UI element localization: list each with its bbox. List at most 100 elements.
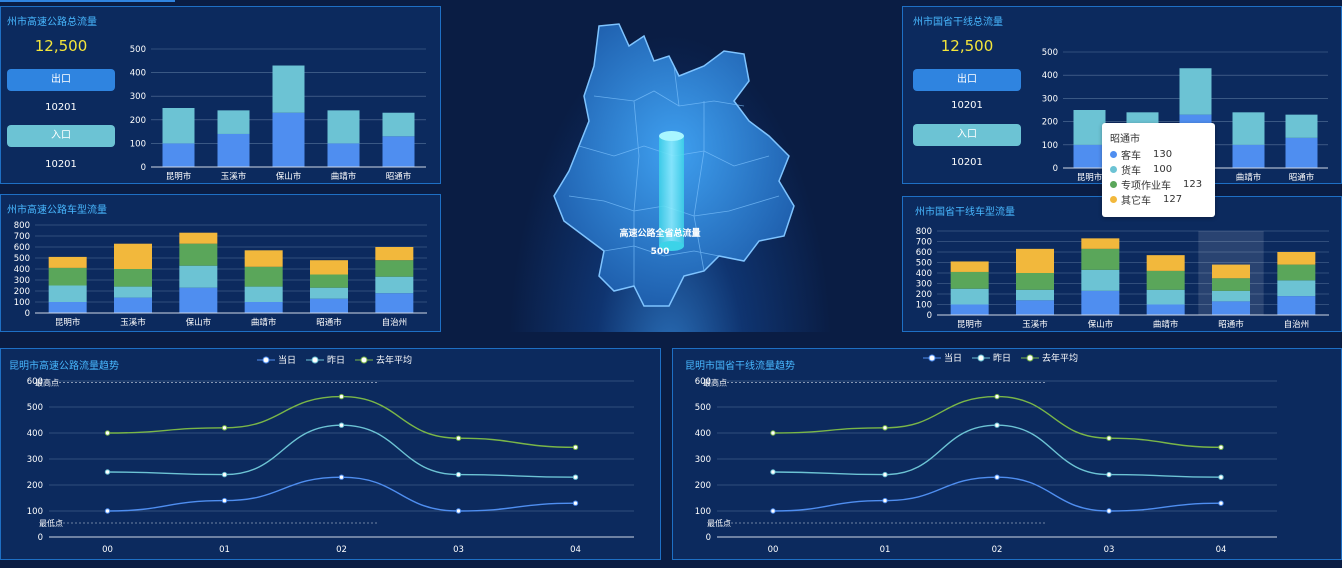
legend-line-icon: [306, 356, 325, 363]
y-tick-label: 100: [14, 298, 30, 308]
tooltip-row: 客车 130: [1110, 147, 1207, 162]
panel-title: 州市高速公路车型流量: [7, 205, 107, 216]
bar-segment: [382, 112, 415, 137]
y-tick-label: 500: [130, 45, 146, 55]
y-tick-label: 200: [130, 116, 146, 126]
y-tick-label: 500: [695, 403, 711, 413]
total-value: 12,500: [34, 37, 88, 55]
bar-segment: [48, 267, 87, 286]
series-point: [104, 469, 111, 475]
series-point: [455, 508, 462, 514]
bar-segment: [1146, 289, 1185, 305]
bar-segment: [310, 274, 348, 288]
bar-segment: [1146, 255, 1185, 271]
tooltip-row: 专项作业车 123: [1110, 177, 1207, 192]
bar-segment: [1232, 144, 1265, 168]
province-map: 高速公路全省总流量 500: [553, 23, 795, 307]
y-tick-label: 0: [706, 533, 711, 543]
series-point: [104, 430, 111, 436]
left-trend-panel: 昆明市高速公路流量趋势 当日 昨日 去年平均 0 100 200 300 400 500 6…: [0, 348, 661, 560]
y-tick-label: 400: [695, 429, 711, 439]
y-tick-label: 800: [916, 227, 932, 237]
right-trend-panel: 昆明市国省干线流量趋势 当日 昨日 去年平均 0 100 200 300 400 500 6…: [672, 348, 1342, 560]
y-tick-label: 500: [27, 403, 43, 413]
y-tick-label: 700: [14, 232, 30, 242]
bar-segment: [1146, 304, 1185, 315]
legend-item[interactable]: 昨日: [972, 351, 1011, 364]
y-tick-label: 100: [1042, 141, 1058, 151]
legend-line-icon: [923, 354, 941, 361]
entry-button[interactable]: 入口: [913, 124, 1021, 146]
series-line: [107, 476, 576, 512]
series-point: [770, 430, 776, 436]
map-panel: 高速公路全省总流量 500: [494, 6, 846, 332]
panel-title: 州市国省干线车型流量: [915, 207, 1015, 218]
x-tick-label: 曲靖市: [1153, 319, 1179, 330]
bar-segment: [310, 298, 348, 313]
panel-title: 州市国省干线总流量: [913, 17, 1003, 28]
y-tick-label: 0: [141, 163, 146, 173]
x-tick-label: 昭通市: [316, 317, 342, 328]
bar-segment: [1212, 264, 1250, 279]
legend-item[interactable]: 当日: [923, 351, 962, 364]
x-tick-label: 保山市: [1088, 319, 1114, 330]
y-tick-label: 200: [14, 287, 30, 297]
series-point: [1218, 474, 1224, 480]
legend-item[interactable]: 当日: [257, 353, 296, 366]
x-tick-label: 04: [570, 545, 581, 555]
legend-item[interactable]: 昨日: [306, 353, 345, 366]
tooltip-row-name: 客车: [1121, 151, 1141, 162]
bar-segment: [327, 110, 360, 144]
bar-segment: [48, 285, 87, 302]
y-tick-label: 400: [130, 69, 146, 79]
legend-item[interactable]: 去年平均: [1021, 351, 1078, 364]
right-type-panel: 州市国省干线车型流量 0 100 200 300 400 500 600 700 800 昆明市 玉…: [902, 196, 1342, 332]
y-tick-label: 300: [916, 280, 932, 290]
series-dot-icon: [1110, 151, 1117, 158]
y-tick-label: 100: [27, 507, 43, 517]
y-tick-label: 100: [916, 301, 932, 311]
min-marker-label: 最低点: [707, 518, 731, 528]
bar-segment: [382, 136, 415, 167]
series-point: [994, 393, 1000, 400]
bar-segment: [1016, 273, 1054, 290]
x-tick-label: 01: [219, 545, 230, 555]
series-point: [572, 500, 579, 506]
series-point: [994, 474, 1000, 480]
bar-segment: [1081, 238, 1120, 249]
exit-button[interactable]: 出口: [7, 69, 115, 91]
bar-segment: [1073, 144, 1106, 168]
x-tick-label: 昆明市: [166, 171, 192, 182]
y-tick-label: 700: [916, 238, 932, 248]
x-tick-label: 曲靖市: [1236, 172, 1262, 182]
min-marker-label: 最低点: [39, 518, 63, 528]
x-tick-label: 自治州: [382, 317, 408, 328]
exit-value: 10201: [45, 102, 77, 113]
bar-segment: [1277, 280, 1316, 297]
bar-segment: [1285, 137, 1318, 168]
series-point: [338, 422, 345, 428]
chart-legend: 当日 昨日 去年平均: [923, 351, 1078, 364]
tooltip-row: 货车 100: [1110, 162, 1207, 177]
exit-button[interactable]: 出口: [913, 69, 1021, 91]
series-dot-icon: [1110, 166, 1117, 173]
chart-legend: 当日 昨日 去年平均: [257, 353, 412, 366]
entry-button[interactable]: 入口: [7, 125, 115, 147]
entry-value: 10201: [951, 157, 983, 168]
bar-segment: [162, 108, 195, 144]
y-tick-label: 200: [916, 290, 932, 300]
bar-segment: [179, 287, 218, 313]
chart-tooltip: 昭通市 客车 130 货车 100 专项作业车 123 其它车 127: [1102, 123, 1215, 217]
series-point: [882, 497, 888, 504]
cylinder-top: [659, 131, 684, 141]
legend-item[interactable]: 去年平均: [355, 353, 412, 366]
series-line: [107, 395, 576, 448]
series-point: [455, 471, 462, 478]
x-tick-label: 03: [1104, 545, 1115, 555]
bar-segment: [179, 243, 218, 266]
bar-segment: [1277, 296, 1316, 315]
y-tick-label: 0: [25, 309, 30, 319]
